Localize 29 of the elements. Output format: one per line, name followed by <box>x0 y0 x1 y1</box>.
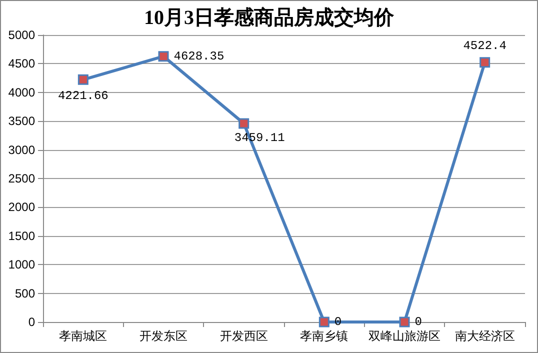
y-tick-label: 2000 <box>8 200 36 214</box>
point <box>480 57 490 68</box>
point <box>158 51 169 62</box>
data-label: 4522.4 <box>463 39 506 54</box>
data-label: 4628.35 <box>174 49 224 64</box>
chart-title: 10月3日孝感商品房成交均价 <box>144 6 395 29</box>
x-tick-label: 开发东区 <box>140 329 188 343</box>
y-tick-label: 3000 <box>8 142 36 157</box>
x-tick-label: 孝南乡镇 <box>300 329 348 343</box>
x-tick-label: 双峰山旅游区 <box>368 329 440 343</box>
y-tick-label: 1000 <box>8 258 36 272</box>
point <box>318 316 330 328</box>
y-tick-label: 0 <box>28 315 36 329</box>
point <box>238 118 250 129</box>
data-label: 4221.66 <box>58 88 108 103</box>
y-tick-label: 500 <box>14 286 36 300</box>
y-tick-label: 4000 <box>8 85 36 100</box>
data-label: 0 <box>334 315 342 329</box>
x-tick-label: 南大经济区 <box>454 329 515 343</box>
y-tick-label: 2500 <box>8 172 36 186</box>
x-tick-label: 孝南城区 <box>59 329 108 343</box>
y-tick-label: 1500 <box>8 228 36 243</box>
y-tick-label: 3500 <box>8 114 36 128</box>
point <box>399 316 410 328</box>
x-tick-label: 开发西区 <box>220 329 268 343</box>
y-tick-label: 5000 <box>8 28 36 42</box>
point <box>78 74 88 85</box>
y-tick-label: 4500 <box>8 56 36 71</box>
data-label: 0 <box>414 315 422 329</box>
